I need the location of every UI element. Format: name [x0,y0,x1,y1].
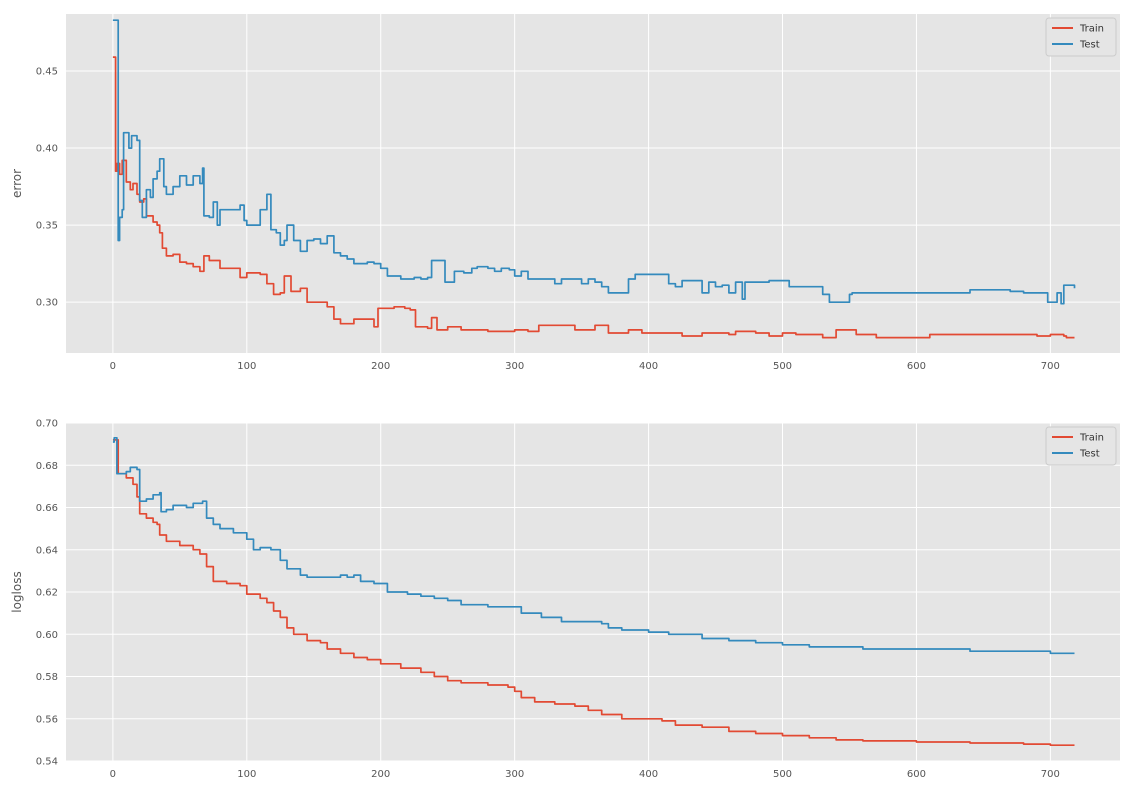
error-x-tick-label: 700 [1041,361,1060,372]
logloss-y-tick-label: 0.62 [36,588,58,599]
logloss-x-tick-label: 600 [907,769,926,780]
logloss-legend-label-train: Train [1079,433,1104,444]
logloss-chart-panel: 0 100 200 300 400 500 600 700 0.54 0.56 0.58 0.60 0.… [10,419,1120,780]
error-y-tick-label: 0.30 [36,298,58,309]
logloss-y-tick-label: 0.64 [36,545,58,556]
error-plot-area [66,14,1120,353]
logloss-x-tick-label: 700 [1041,769,1060,780]
error-series-train-line [112,56,1075,339]
error-legend-label-train: Train [1079,24,1104,35]
error-y-axis-label: error [10,169,24,198]
logloss-y-tick-label: 0.68 [36,461,58,472]
logloss-series-train-line [112,439,1075,747]
error-x-tick-label: 200 [371,361,390,372]
error-x-tick-label: 500 [773,361,792,372]
logloss-x-tick-label: 500 [773,769,792,780]
error-x-tick-label: 0 [110,361,116,372]
error-y-tick-label: 0.45 [36,67,58,78]
error-series-test-line [112,19,1076,305]
logloss-y-tick-label: 0.60 [36,630,58,641]
logloss-legend: Train Test [1045,426,1117,466]
logloss-y-tick-label: 0.56 [36,714,58,725]
error-chart-panel: 0 100 200 300 400 500 600 700 0.30 0.35 0.40 0.45 er… [10,14,1120,372]
logloss-x-tick-label: 0 [110,769,116,780]
logloss-x-tick-label: 200 [371,769,390,780]
error-legend: Train Test [1045,17,1117,57]
logloss-y-tick-label: 0.66 [36,503,58,514]
logloss-x-tick-label: 100 [237,769,256,780]
error-x-tick-label: 300 [505,361,524,372]
logloss-y-tick-label: 0.70 [36,419,58,430]
error-x-tick-label: 600 [907,361,926,372]
logloss-y-tick-label: 0.58 [36,672,58,683]
logloss-x-tick-label: 300 [505,769,524,780]
error-legend-label-test: Test [1079,40,1100,51]
logloss-x-tick-label: 400 [639,769,658,780]
error-x-tick-label: 400 [639,361,658,372]
logloss-legend-label-test: Test [1079,449,1100,460]
error-x-tick-label: 100 [237,361,256,372]
logloss-y-axis-label: logloss [10,571,24,612]
error-y-tick-label: 0.35 [36,221,58,232]
error-y-tick-label: 0.40 [36,144,58,155]
logloss-y-tick-label: 0.54 [36,757,58,768]
logloss-series-test-line [112,436,1075,655]
